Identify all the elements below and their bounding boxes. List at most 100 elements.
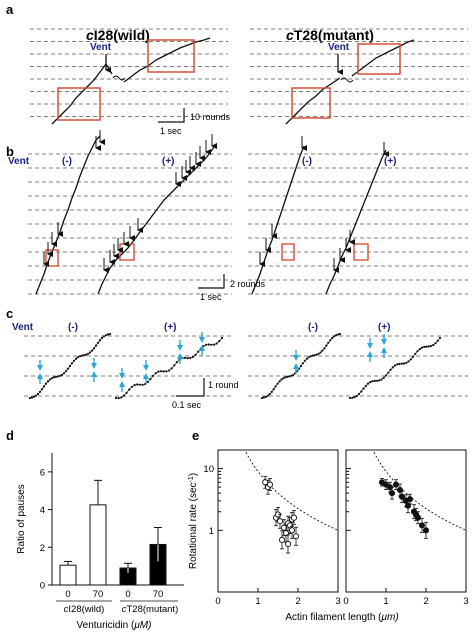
- scale-x-label: 1 sec: [200, 292, 222, 302]
- plot-frame: [217, 449, 339, 593]
- y-axis-title: Ratio of pauses: [16, 484, 27, 554]
- vent-label: Vent: [90, 42, 112, 53]
- x-tick-label: 0: [215, 596, 220, 607]
- zoom-box: [291, 87, 331, 119]
- scale-x-label: 0.1 sec: [172, 400, 202, 410]
- panel-b-gridlines: [28, 153, 468, 295]
- x-axis-title: Venturicidin (μM): [77, 620, 152, 631]
- category-label: 0: [125, 589, 130, 600]
- group-prefix: c: [64, 604, 69, 615]
- panel-c-gridlines: [24, 335, 468, 397]
- scale-y-label: 10 rounds: [190, 112, 231, 122]
- minus-label: (-): [62, 156, 72, 167]
- x-tick-label: 0: [343, 596, 348, 607]
- panel-c-label: c: [6, 306, 13, 321]
- vent-label: Vent: [12, 322, 34, 333]
- trace-line: [349, 337, 441, 399]
- group-label: cT28(mutant): [122, 604, 179, 615]
- right-title-prefix: c: [286, 27, 294, 43]
- data-point: [422, 527, 430, 534]
- y-axis-title-sup: -1: [188, 476, 195, 482]
- panel-c-pause-arrows: [37, 332, 387, 392]
- x-axis-title-unit: μM): [133, 620, 151, 631]
- data-point: [414, 514, 422, 521]
- panel-b-scalebar: 2 rounds 1 sec: [198, 274, 266, 302]
- plus-label: (+): [384, 156, 397, 167]
- data-point: [398, 493, 406, 500]
- x-tick-label: 1: [383, 596, 388, 607]
- vent-label: Vent: [8, 156, 30, 167]
- minus-label: (-): [308, 322, 318, 333]
- right-title-text: T28(mutant): [294, 27, 374, 43]
- x-axis-title-unit: μm): [381, 612, 399, 623]
- minus-label: (-): [68, 322, 78, 333]
- x-tick-label: 2: [295, 596, 300, 607]
- panel-a-right-trace: Vent: [285, 39, 415, 125]
- trace-line: [261, 333, 341, 399]
- plot-frame: [345, 449, 467, 593]
- x-axis-title-text: Actin filament length (: [285, 612, 382, 623]
- data-point: [396, 486, 404, 494]
- y-tick-label: 10: [203, 464, 214, 475]
- trace-line: [29, 333, 111, 399]
- trace-line: [115, 337, 223, 399]
- category-label: 70: [153, 589, 164, 600]
- scale-y-label: 2 rounds: [230, 279, 266, 289]
- data-point: [388, 490, 396, 497]
- group-label: cI28(wild): [64, 604, 105, 615]
- data-point: [418, 522, 426, 529]
- left-title-text: I28(wild): [94, 27, 150, 43]
- bar: [89, 504, 107, 586]
- scatter-rotational-rate: 0 1 2 3 1 10 0 1 2 3 Rotational rate (sec-1) Actin …: [188, 449, 469, 623]
- group-name: T28(mutant): [127, 604, 179, 615]
- panel-a-label: a: [6, 2, 14, 17]
- x-tick-label: 3: [463, 596, 468, 607]
- zoom-box: [281, 243, 295, 261]
- zoom-box: [147, 39, 195, 73]
- panel-a-left-title: cI28(wild): [86, 27, 150, 43]
- data-point: [280, 524, 288, 531]
- zoom-box: [353, 243, 369, 261]
- plus-label: (+): [164, 322, 177, 333]
- data-point: [288, 527, 296, 534]
- group-name: I28(wild): [68, 604, 104, 615]
- data-point: [392, 481, 400, 488]
- zoom-box: [57, 87, 101, 121]
- data-point: [276, 518, 284, 525]
- panel-b-pause-arrows: [43, 130, 389, 273]
- zoom-box: [357, 43, 401, 75]
- panel-c-dotted-traces: [28, 332, 442, 400]
- panel-a-left-trace: Vent: [51, 37, 211, 125]
- category-label: 0: [65, 589, 70, 600]
- data-point: [284, 540, 292, 548]
- scale-x-label: 1 sec: [160, 126, 182, 136]
- category-label: 70: [93, 589, 104, 600]
- y-tick-label: 1: [209, 526, 214, 537]
- panel-a-scalebar: 10 rounds 1 sec: [158, 108, 231, 136]
- x-axis-title: Actin filament length (μm): [285, 612, 398, 623]
- vent-label: Vent: [328, 42, 350, 53]
- y-tick-label: 4: [40, 505, 45, 516]
- y-tick-label: 6: [40, 467, 45, 478]
- data-point: [292, 533, 300, 540]
- group-prefix: c: [122, 604, 127, 615]
- y-tick-label: 2: [40, 543, 45, 554]
- plus-label: (+): [162, 156, 175, 167]
- data-point: [406, 496, 414, 503]
- panel-a-right-title: cT28(mutant): [286, 27, 374, 43]
- data-point: [290, 514, 298, 521]
- y-axis-title-end: ): [188, 473, 199, 476]
- panel-e-label: e: [192, 428, 199, 443]
- y-tick-label: 0: [40, 581, 45, 592]
- panel-a-gridlines: [30, 28, 468, 117]
- data-point: [404, 502, 412, 509]
- data-point: [278, 536, 286, 543]
- y-axis-title-text: Rotational rate (sec: [188, 482, 199, 569]
- minus-label: (-): [302, 156, 312, 167]
- data-point: [266, 481, 274, 488]
- panel-b-label: b: [6, 144, 14, 159]
- scale-y-label: 1 round: [208, 380, 239, 390]
- x-axis-title-text: Venturicidin (: [77, 620, 135, 631]
- x-tick-label: 2: [423, 596, 428, 607]
